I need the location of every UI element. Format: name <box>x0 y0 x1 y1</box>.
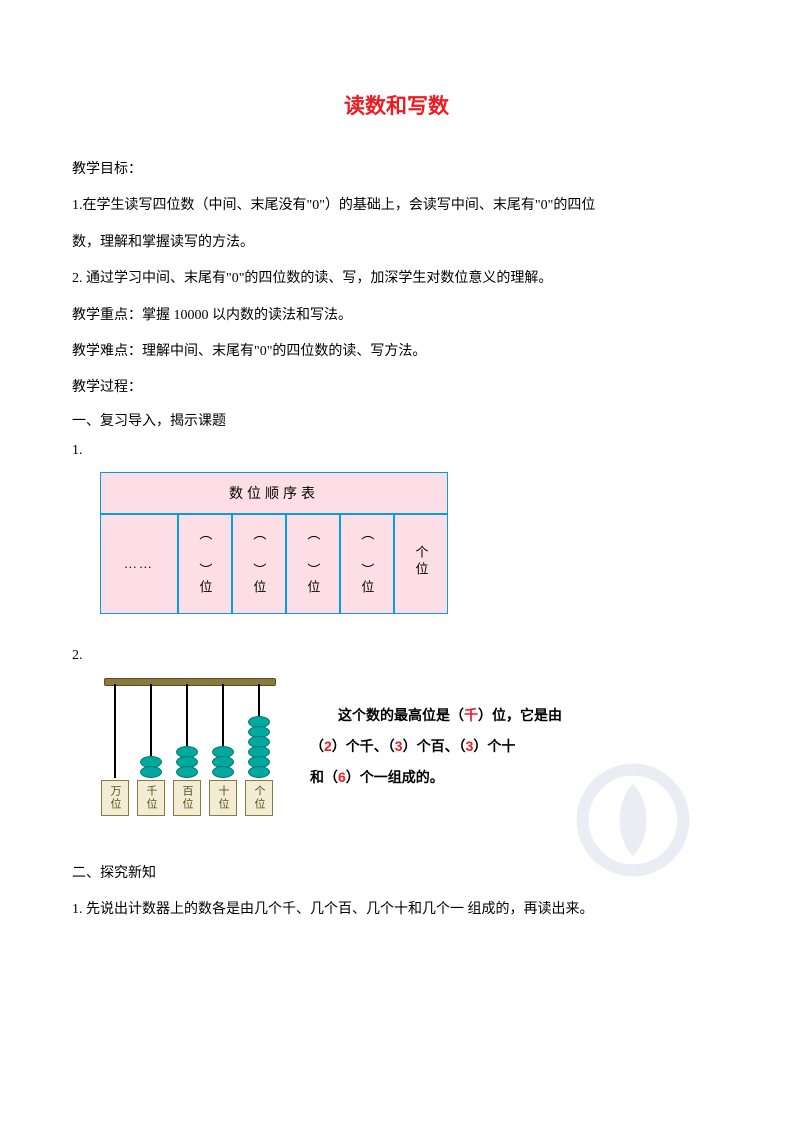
goal-1-line1: 1.在学生读写四位数（中间、末尾没有"0"）的基础上，会读写中间、末尾有"0"的… <box>72 188 721 224</box>
item-1-label: 1. <box>72 436 721 465</box>
section-2-heading: 二、探究新知 <box>72 856 721 892</box>
pv-cell-ellipsis: …… <box>100 514 178 614</box>
rod-ge: 个位 <box>244 684 274 816</box>
bead-icon <box>212 766 234 778</box>
item-2-label: 2. <box>72 642 721 670</box>
section-1-heading: 一、复习导入，揭示课题 <box>72 407 721 436</box>
abacus-diagram: 万位 千位 百位 十位 <box>100 678 280 816</box>
rod-bai: 百位 <box>172 684 202 816</box>
rod-qian: 千位 <box>136 684 166 816</box>
rod-shi: 十位 <box>208 684 238 816</box>
pv-cell-3: （ ）位 <box>286 514 340 614</box>
bead-icon <box>248 766 270 778</box>
bead-icon <box>140 766 162 778</box>
rod-wan: 万位 <box>100 684 130 816</box>
pv-table-header: 数位顺序表 <box>100 472 448 514</box>
goal-1-line2: 数，理解和掌握读写的方法。 <box>72 225 721 261</box>
focus-point: 教学重点：掌握 10000 以内数的读法和写法。 <box>72 298 721 334</box>
difficulty-point: 教学难点：理解中间、末尾有"0"的四位数的读、写方法。 <box>72 334 721 370</box>
pv-cell-2: （ ）位 <box>232 514 286 614</box>
bead-icon <box>176 766 198 778</box>
abacus-description: 这个数的最高位是（千）位，它是由 （2）个千、（3）个百、（3）个十 和（6）个… <box>310 700 562 792</box>
pv-cell-ones: 个位 <box>394 514 448 614</box>
section-goals-heading: 教学目标： <box>72 152 721 188</box>
pv-cell-1: （ ）位 <box>178 514 232 614</box>
place-value-table: 数位顺序表 …… （ ）位 （ ）位 （ ）位 （ ）位 个位 <box>100 472 448 614</box>
goal-2: 2. 通过学习中间、末尾有"0"的四位数的读、写，加深学生对数位意义的理解。 <box>72 261 721 297</box>
abacus-section: 万位 千位 百位 十位 <box>100 678 721 816</box>
pv-cell-4: （ ）位 <box>340 514 394 614</box>
section-2-item-1: 1. 先说出计数器上的数各是由几个千、几个百、几个十和几个一 组成的，再读出来。 <box>72 892 721 928</box>
process-heading: 教学过程： <box>72 370 721 406</box>
page-title: 读数和写数 <box>72 90 721 120</box>
